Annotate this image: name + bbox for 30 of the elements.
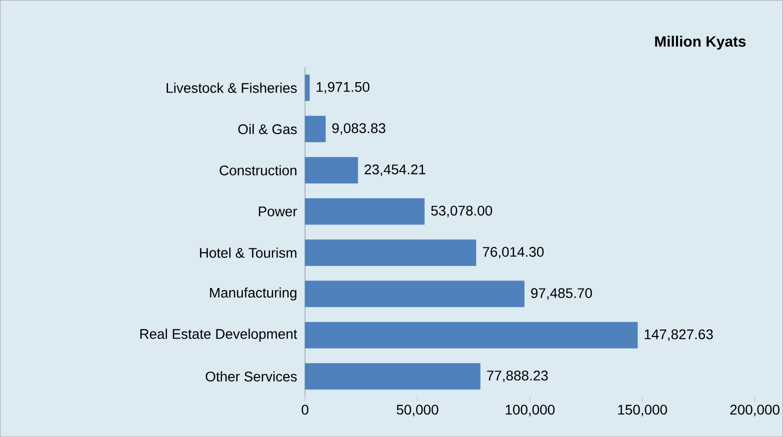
y-tick-label: Power [258,206,298,216]
chart-title: Million Kyats [655,36,746,50]
y-tick-label: Oil & Gas [238,124,297,134]
bar [304,74,310,101]
data-label: 53,078.00 [431,206,492,218]
y-tick-label: Real Estate Development [140,328,298,342]
bar [304,198,425,225]
x-tick-label: 150,000 [618,404,668,416]
data-label: 77,888.23 [487,370,548,382]
bar [304,280,524,308]
y-tick-label: Construction [220,165,296,176]
data-label: 147,827.63 [644,329,713,341]
x-tick-label: 200,000 [730,404,780,416]
y-tick-label: Manufacturing [210,287,296,300]
y-tick-label: Livestock & Fisheries [166,82,297,93]
x-tick-label: 50,000 [396,404,438,416]
data-label: 9,083.83 [332,123,386,135]
bar [304,116,326,142]
bar [304,239,476,266]
data-label: 1,971.50 [316,82,370,94]
bar [304,322,638,348]
data-label: 97,485.70 [531,288,592,300]
y-tick-label: Other Services [206,371,297,382]
x-tick-label: 100,000 [506,404,555,416]
y-tick-label: Hotel & Tourism [200,248,296,258]
data-label: 76,014.30 [482,246,544,258]
bar [304,363,480,390]
data-label: 23,454.21 [364,164,426,176]
bar [304,156,358,184]
x-tick-label: 0 [302,404,308,415]
